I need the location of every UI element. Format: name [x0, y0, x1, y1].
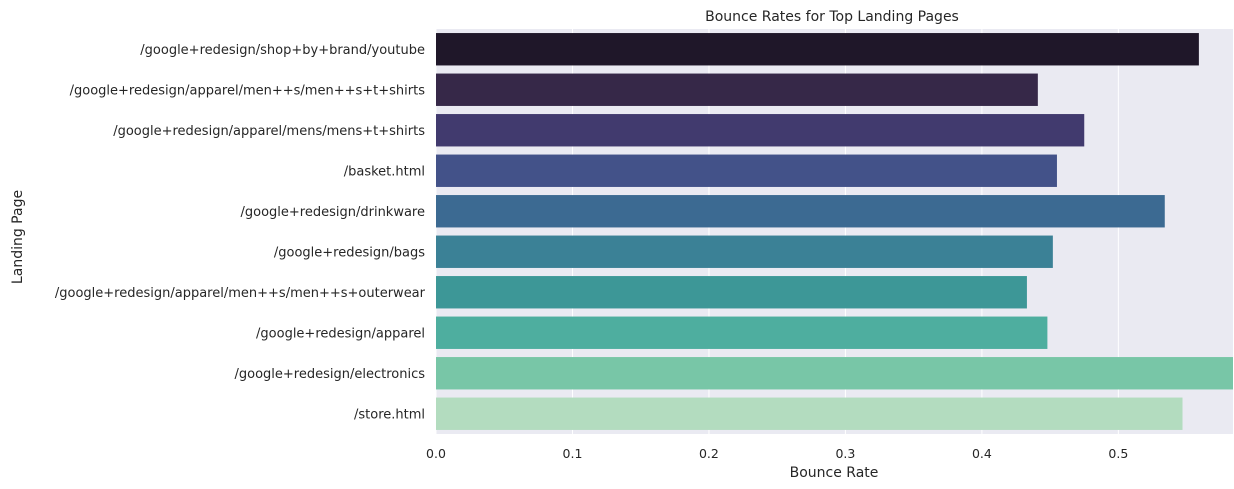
y-tick-label: /basket.html [344, 164, 425, 179]
bar [436, 195, 1165, 228]
x-tick-label: 0.5 [1108, 446, 1128, 461]
x-tick-label: 0.4 [972, 446, 992, 461]
y-tick-label: /google+redesign/drinkware [241, 205, 426, 220]
x-tick-label: 0.2 [699, 446, 719, 461]
y-tick-label: /google+redesign/electronics [235, 367, 426, 382]
bar [436, 357, 1233, 390]
y-tick-label: /google+redesign/shop+by+brand/youtube [140, 43, 425, 58]
bar [436, 154, 1057, 187]
y-tick-labels: /google+redesign/shop+by+brand/youtube/g… [55, 43, 426, 423]
bar [436, 235, 1053, 268]
bar [436, 33, 1199, 66]
x-tick-labels: 0.0 0.1 0.2 0.3 0.4 0.5 [426, 446, 1128, 461]
y-tick-label: /google+redesign/apparel [256, 326, 425, 341]
bar [436, 397, 1183, 430]
bar [436, 114, 1085, 147]
bar [436, 73, 1038, 106]
y-tick-label: /google+redesign/bags [274, 245, 425, 260]
y-tick-label: /google+redesign/apparel/mens/mens+t+shi… [113, 124, 425, 139]
y-tick-label: /store.html [354, 407, 425, 422]
bar [436, 316, 1048, 349]
x-tick-label: 0.1 [563, 446, 583, 461]
bars [436, 33, 1233, 430]
bar [436, 276, 1027, 309]
y-axis-title: Landing Page [10, 190, 26, 284]
x-tick-label: 0.0 [426, 446, 446, 461]
y-tick-label: /google+redesign/apparel/men++s/men++s+t… [70, 83, 426, 98]
x-axis-title: Bounce Rate [790, 465, 879, 481]
y-tick-label: /google+redesign/apparel/men++s/men++s+o… [55, 286, 426, 301]
chart-title: Bounce Rates for Top Landing Pages [705, 9, 959, 25]
x-tick-label: 0.3 [835, 446, 855, 461]
